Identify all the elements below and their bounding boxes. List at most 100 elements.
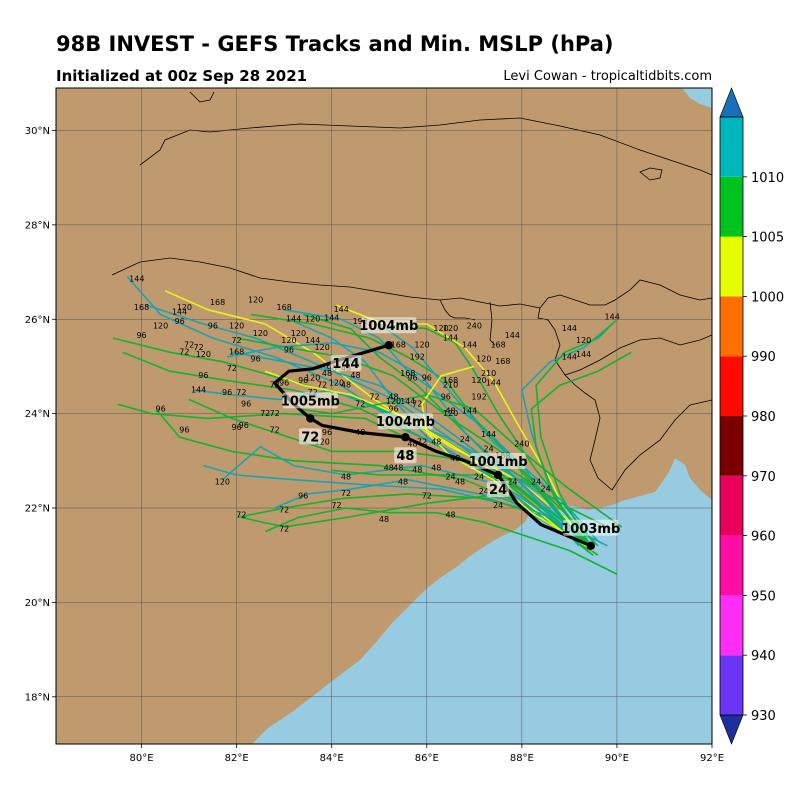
colorbar-segment xyxy=(720,117,743,177)
ensemble-track xyxy=(379,323,594,542)
mean-label-bg xyxy=(361,317,417,334)
track-hour-label: 72 xyxy=(355,400,365,409)
track-hour-label: 168 xyxy=(443,376,458,385)
track-hour-label: 72 xyxy=(260,409,270,418)
lon-tick-label: 90°E xyxy=(605,753,629,764)
track-hour-label: 96 xyxy=(232,423,242,432)
mean-label-bg xyxy=(330,355,362,372)
colorbar-label: 980 xyxy=(751,410,776,425)
track-hour-label: 48 xyxy=(393,463,403,472)
track-hour-label: 168 xyxy=(277,303,292,312)
track-hour-label: 144 xyxy=(462,407,477,416)
ensemble-track xyxy=(236,337,585,542)
longitude-ticks: 80°E 82°E 84°E 86°E 88°E 90°E 92°E xyxy=(130,744,724,764)
colorbar-segment xyxy=(720,655,743,715)
colorbar-segment xyxy=(720,296,743,357)
track-hour-label: 120 xyxy=(196,350,211,359)
track-hour-label: 96 xyxy=(136,331,146,340)
track-hour-label: 120 xyxy=(329,378,344,387)
track-hour-label: 72 xyxy=(236,388,246,397)
track-hour-label: 72 xyxy=(317,381,327,390)
track-hour-label: 72 xyxy=(412,400,422,409)
track-hour-label: 96 xyxy=(208,322,218,331)
colorbar-high-cap xyxy=(719,87,744,118)
track-hour-label: 168 xyxy=(134,303,149,312)
track-hour-label: 120 xyxy=(248,296,263,305)
mean-label-bg xyxy=(486,480,510,497)
colorbar-segment xyxy=(720,176,743,237)
track-hour-label: 144 xyxy=(129,274,144,283)
colorbar-label: 930 xyxy=(751,709,776,724)
mean-track-label: 1001mb xyxy=(469,455,528,470)
track-hour-label: 48 xyxy=(388,392,398,401)
map-frame xyxy=(55,87,713,745)
lon-tick-label: 80°E xyxy=(130,753,154,764)
ensemble-track xyxy=(535,318,618,551)
track-hour-label: 24 xyxy=(541,485,551,494)
track-hour-label: 168 xyxy=(495,357,510,366)
track-hour-label: 144 xyxy=(481,430,496,439)
mean-track-point xyxy=(384,341,393,350)
track-hour-label: 72 xyxy=(341,489,351,498)
track-hour-label: 48 xyxy=(322,369,332,378)
track-hour-label: 144 xyxy=(172,308,187,317)
track-hour-label: 96 xyxy=(298,492,308,501)
mean-track-label: 48 xyxy=(396,449,414,464)
ensemble-track xyxy=(231,351,580,542)
track-hour-label: 24 xyxy=(507,477,517,486)
track-hour-label: 168 xyxy=(210,298,225,307)
pressure-colorbar: 930 940 950 960 970 980 990 1000 1005 1010 xyxy=(719,87,784,745)
track-hour-label: 48 xyxy=(407,440,417,449)
mean-track-point xyxy=(306,414,315,423)
track-hour-label: 120 xyxy=(443,409,458,418)
track-hour-label: 210 xyxy=(481,369,496,378)
mean-track-point xyxy=(401,433,410,442)
track-hour-label: 192 xyxy=(410,352,425,361)
mean-track-label: 1004mb xyxy=(376,415,435,430)
track-hour-label: 144 xyxy=(486,378,501,387)
track-hour-label: 24 xyxy=(474,473,484,482)
track-hour-label: 96 xyxy=(298,376,308,385)
track-hour-label: 48 xyxy=(445,407,455,416)
track-hour-label: 120 xyxy=(433,324,448,333)
mean-label-bg xyxy=(282,392,338,409)
track-hour-label: 48 xyxy=(384,463,394,472)
ensemble-track xyxy=(421,365,594,552)
track-hour-label: 96 xyxy=(422,374,432,383)
lat-tick-label: 20°N xyxy=(25,598,50,609)
track-hour-label: 48 xyxy=(379,515,389,524)
country-borders xyxy=(111,91,712,491)
track-hour-label: 72 xyxy=(417,437,427,446)
track-hour-label: 210 xyxy=(443,381,458,390)
track-hour-label: 48 xyxy=(398,477,408,486)
lat-tick-label: 22°N xyxy=(25,504,50,515)
mean-track-point xyxy=(493,470,503,480)
track-hour-label: 96 xyxy=(222,388,232,397)
track-hour-label: 120 xyxy=(291,329,306,338)
track-hour-label: 24 xyxy=(445,473,455,482)
credit-label: Levi Cowan - tropicaltidbits.com xyxy=(503,69,712,84)
track-hour-label: 144 xyxy=(505,331,520,340)
track-hour-label: 144 xyxy=(324,314,339,323)
mean-track-label: 1005mb xyxy=(281,394,340,409)
mean-label-bg xyxy=(299,428,322,445)
track-hour-label: 120 xyxy=(215,477,230,486)
track-hour-label: 144 xyxy=(286,315,301,324)
track-hour-label: 120 xyxy=(253,329,268,338)
track-hour-label: 72 xyxy=(308,388,318,397)
track-hour-label: 168 xyxy=(400,369,415,378)
track-hour-label: 96 xyxy=(284,345,294,354)
track-hour-label: 120 xyxy=(443,324,458,333)
lon-tick-label: 82°E xyxy=(225,753,249,764)
track-hour-label: 72 xyxy=(422,492,432,501)
track-hour-label: 72 xyxy=(270,409,280,418)
track-hour-label: 120 xyxy=(177,303,192,312)
track-hour-label: 96 xyxy=(279,378,289,387)
track-hour-label: 120 xyxy=(229,322,244,331)
track-hour-label: 168 xyxy=(391,341,406,350)
track-hour-label: 72 xyxy=(236,510,246,519)
mean-track-label: 24 xyxy=(489,483,507,498)
